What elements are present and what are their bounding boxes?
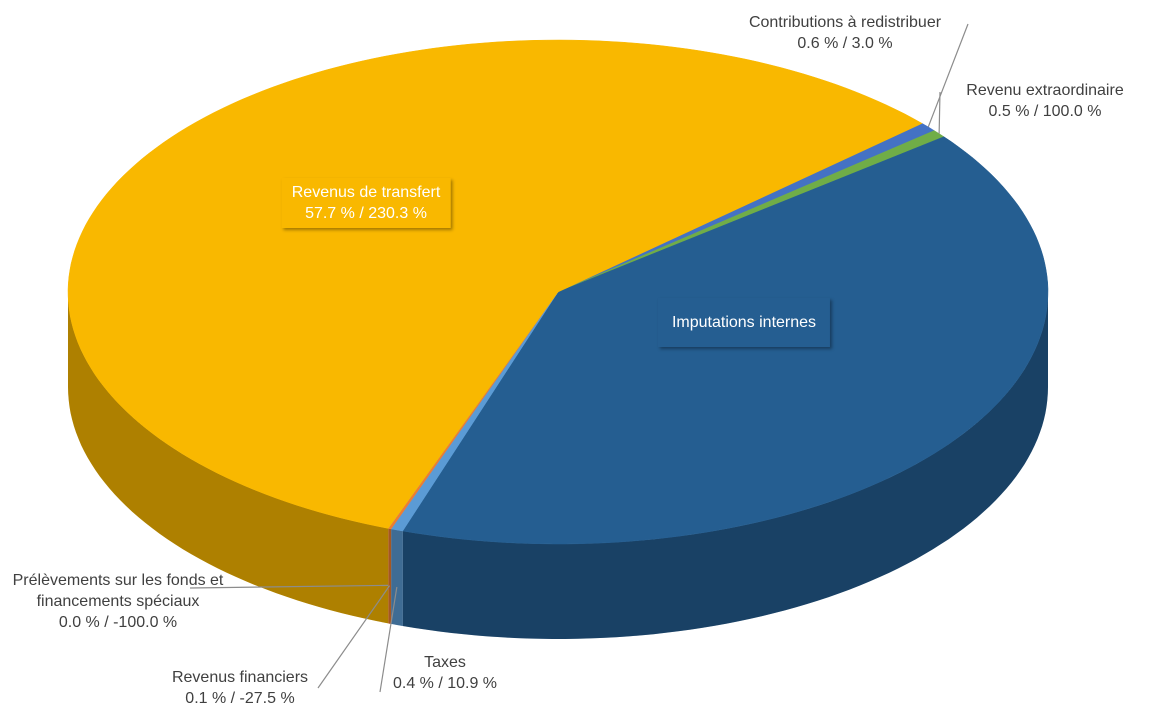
leader-line [189,584,389,589]
label-name: Contributions à redistribuer [748,14,942,31]
label-value: 0.0 % / -100.0 % [58,614,178,631]
label-value: 0.1 % / -27.5 % [185,690,295,707]
data-label: Prélèvements sur les fonds et financemen… [8,570,228,633]
label-name: Revenus financiers [171,669,309,686]
label-name: Revenu extraordinaire [966,82,1124,99]
label-value: 0.5 % / 100.0 % [988,103,1102,120]
pie-side [402,292,1048,639]
label-name: Taxes [424,654,466,671]
label-name: Prélèvements sur les fonds et financemen… [12,572,224,610]
data-label: Imputations internes [657,298,831,347]
label-value: 0.6 % / 3.0 % [797,35,893,52]
data-label: Revenus financiers 0.1 % / -27.5 % [172,667,308,709]
label-value: 57.7 % / 230.3 % [305,205,427,222]
pie-side-shade [388,528,392,624]
label-name: Revenus de transfert [291,184,441,201]
leader-line [938,91,941,134]
data-label: Contributions à redistribuer 0.6 % / 3.0 … [749,12,941,54]
data-label: Revenus de transfert 57.7 % / 230.3 % [281,178,451,228]
leader-line [927,23,969,128]
pie-side-shade [68,292,389,624]
leader-line [379,586,398,693]
pie-side [68,292,389,624]
leader-line [317,585,391,689]
pie-slice [67,39,923,529]
data-label: Taxes 0.4 % / 10.9 % [393,652,497,694]
pie-side-shade [402,292,1048,639]
label-value: 0.4 % / 10.9 % [392,675,498,692]
data-label: Revenu extraordinaire 0.5 % / 100.0 % [966,80,1123,122]
pie-side [388,528,392,624]
label-name: Imputations internes [671,314,817,331]
